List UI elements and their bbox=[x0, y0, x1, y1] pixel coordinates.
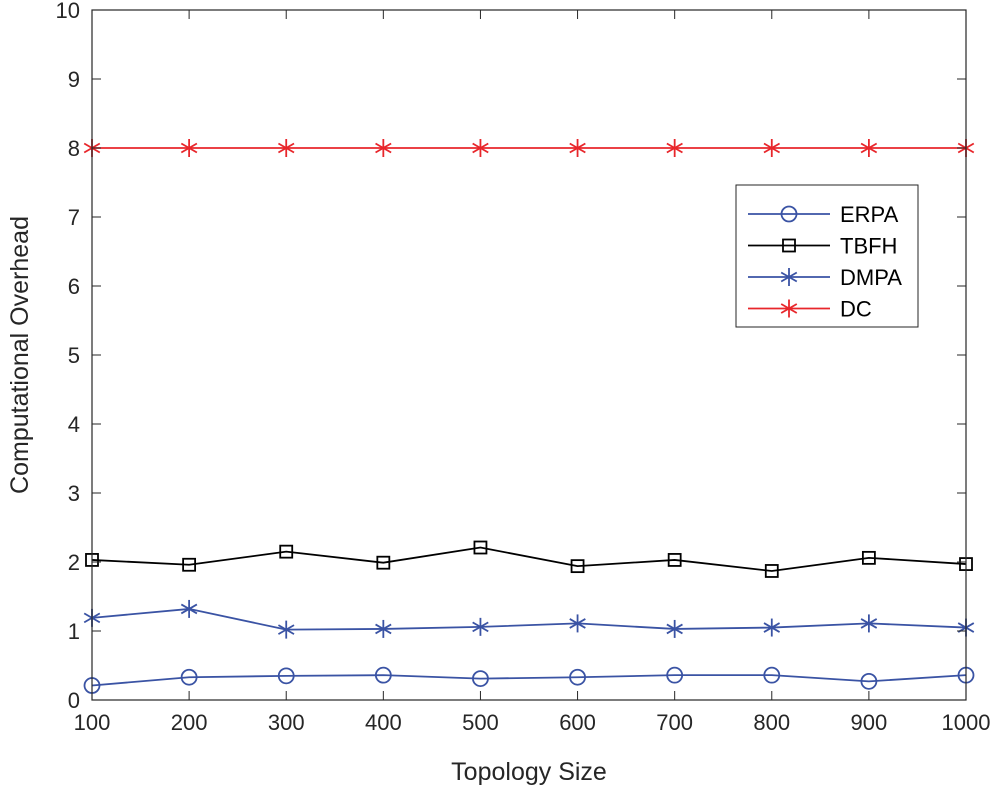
data-point-tbfh bbox=[473, 540, 488, 555]
legend-marker-dc bbox=[780, 299, 798, 318]
y-tick-label: 7 bbox=[68, 205, 80, 230]
series-line-dmpa bbox=[91, 608, 967, 631]
data-point-erpa bbox=[277, 667, 295, 685]
data-point-dmpa bbox=[375, 619, 392, 638]
data-point-erpa bbox=[666, 666, 684, 684]
plot-background bbox=[92, 10, 966, 700]
series-dmpa bbox=[83, 599, 975, 639]
data-point-dmpa bbox=[180, 599, 198, 618]
data-point-tbfh bbox=[279, 544, 294, 559]
y-tick-label: 9 bbox=[68, 67, 80, 92]
data-point-dmpa bbox=[472, 617, 489, 636]
legend-marker-erpa bbox=[780, 205, 798, 223]
y-tick-label: 2 bbox=[68, 550, 80, 575]
x-tick-label: 500 bbox=[462, 710, 499, 735]
series-dc bbox=[83, 139, 975, 157]
data-point-tbfh bbox=[376, 555, 391, 570]
series-line-erpa bbox=[91, 674, 967, 687]
y-tick-label: 8 bbox=[68, 136, 80, 161]
data-point-dc bbox=[666, 139, 683, 157]
y-tick-label: 1 bbox=[68, 619, 80, 644]
x-tick-label: 1000 bbox=[942, 710, 991, 735]
legend-item-tbfh: TBFH bbox=[748, 234, 897, 259]
data-point-dc bbox=[375, 139, 392, 157]
y-tick-label: 6 bbox=[68, 274, 80, 299]
data-point-dc bbox=[472, 139, 489, 157]
legend-label: DC bbox=[840, 297, 872, 322]
data-point-dc bbox=[180, 139, 198, 157]
legend-label: ERPA bbox=[840, 202, 899, 227]
tick-layer: 100 200 300 400 500 600 700 800 900 1000 0 1 2 3 4 5 6 7 8… bbox=[56, 0, 991, 735]
data-point-dmpa bbox=[569, 614, 586, 633]
legend-label: DMPA bbox=[840, 265, 902, 290]
x-tick-label: 600 bbox=[559, 710, 596, 735]
x-tick-label: 300 bbox=[268, 710, 305, 735]
x-axis-label: Topology Size bbox=[451, 758, 607, 786]
data-point-dmpa bbox=[860, 614, 878, 633]
legend-item-dc: DC bbox=[748, 297, 872, 322]
x-tick-label: 800 bbox=[753, 710, 790, 735]
data-point-erpa bbox=[472, 670, 489, 688]
y-axis-label: Computational Overhead bbox=[6, 216, 34, 494]
data-point-tbfh bbox=[764, 564, 779, 578]
x-tick-label: 100 bbox=[74, 710, 111, 735]
legend-marker-tbfh bbox=[782, 238, 796, 253]
data-point-dc bbox=[763, 139, 781, 157]
legend: ERPA TBFH DMPA DC bbox=[735, 184, 919, 328]
y-tick-label: 0 bbox=[68, 688, 80, 713]
data-point-dc bbox=[569, 139, 586, 157]
legend-item-dmpa: DMPA bbox=[748, 265, 902, 290]
y-tick-label: 3 bbox=[68, 481, 80, 506]
data-point-tbfh bbox=[861, 550, 876, 565]
data-point-dmpa bbox=[277, 620, 295, 639]
data-point-dmpa bbox=[666, 619, 683, 638]
data-point-dc bbox=[277, 139, 295, 157]
series-layer bbox=[83, 139, 975, 694]
data-point-erpa bbox=[569, 668, 586, 686]
data-point-tbfh bbox=[667, 553, 682, 567]
x-tick-label: 700 bbox=[656, 710, 693, 735]
data-point-dmpa bbox=[763, 618, 781, 637]
x-tick-label: 900 bbox=[851, 710, 888, 735]
data-point-tbfh bbox=[182, 557, 197, 572]
y-tick-label: 10 bbox=[56, 0, 80, 23]
x-tick-label: 200 bbox=[171, 710, 208, 735]
data-point-erpa bbox=[374, 666, 392, 684]
data-point-tbfh bbox=[570, 559, 585, 574]
series-line-tbfh bbox=[91, 546, 967, 572]
legend-item-erpa: ERPA bbox=[748, 202, 899, 227]
y-tick-label: 4 bbox=[68, 412, 80, 437]
y-tick-label: 5 bbox=[68, 343, 80, 368]
legend-label: TBFH bbox=[840, 234, 897, 259]
data-point-erpa bbox=[763, 666, 781, 684]
data-point-erpa bbox=[180, 668, 198, 686]
legend-marker-dmpa bbox=[780, 268, 798, 286]
x-tick-label: 400 bbox=[365, 710, 402, 735]
data-point-dc bbox=[860, 139, 878, 157]
legend-box bbox=[735, 184, 919, 328]
data-point-erpa bbox=[860, 672, 878, 690]
